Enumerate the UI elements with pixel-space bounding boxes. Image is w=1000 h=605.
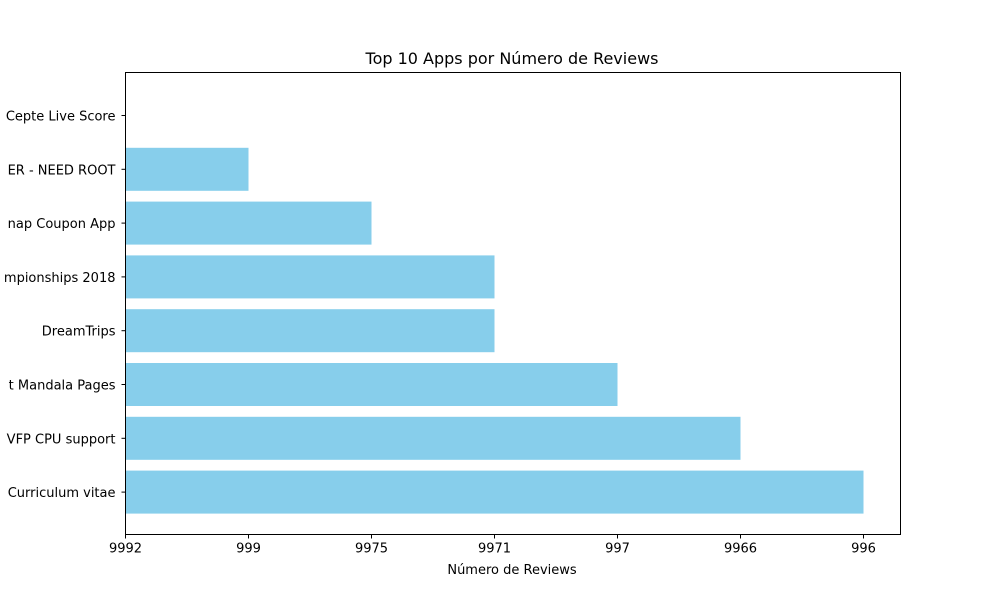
x-tick-label: 9975 (355, 542, 388, 557)
x-tick-label: 997 (605, 542, 630, 557)
plot-frame (125, 72, 901, 535)
x-tick-label: 9971 (478, 542, 511, 557)
y-tick-label: VFP CPU support (7, 432, 116, 447)
y-axis-ticks: Cepte Live Score ER - NEED ROOT nap Coupon… (4, 110, 126, 501)
bar (125, 255, 495, 299)
bar (125, 309, 495, 353)
x-tick-label: 999 (236, 542, 261, 557)
bar (125, 416, 741, 460)
x-axis-ticks: 9992 999 9975 9971 997 9966 996 (109, 534, 876, 557)
y-tick-label: Cepte Live Score (6, 110, 116, 125)
y-tick-label: ER - NEED ROOT (8, 163, 116, 178)
y-tick-label: Curriculum vitae (8, 486, 116, 501)
bars-layer (125, 147, 864, 514)
y-tick-label: mpionships 2018 (4, 271, 116, 286)
bar (125, 147, 249, 191)
bar (125, 363, 618, 406)
y-tick-label: nap Coupon App (8, 217, 116, 232)
y-tick-label: t Mandala Pages (9, 379, 116, 394)
x-tick-label: 9992 (109, 542, 142, 557)
bar (125, 201, 372, 245)
x-tick-label: 996 (851, 542, 876, 557)
y-tick-label: DreamTrips (42, 325, 116, 340)
bar (125, 470, 864, 514)
x-axis-label: Número de Reviews (447, 563, 577, 578)
chart-title: Top 10 Apps por Número de Reviews (365, 49, 659, 68)
x-tick-label: 9966 (724, 542, 757, 557)
